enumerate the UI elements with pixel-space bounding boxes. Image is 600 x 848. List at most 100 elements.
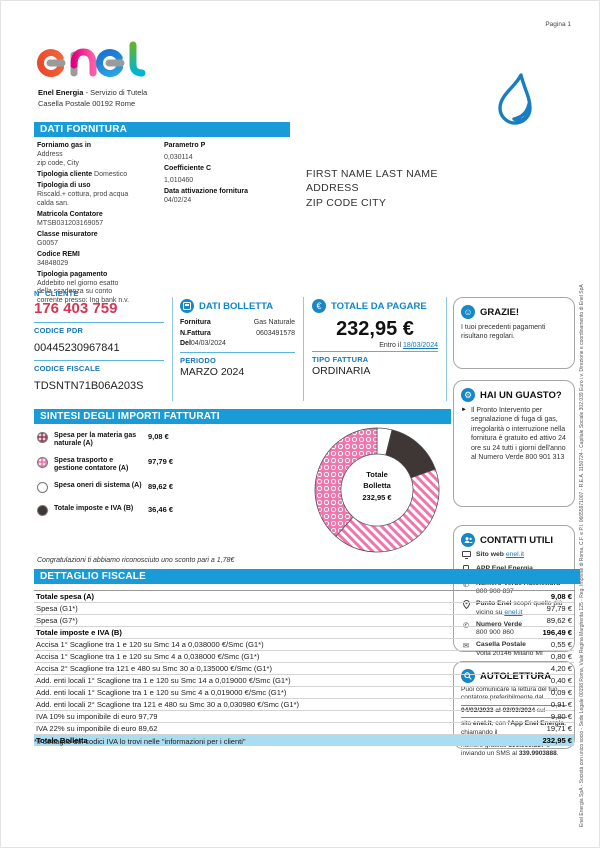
dati-bolletta-title: DATI BOLLETTA bbox=[199, 300, 274, 312]
fiscal-row-value: 0,55 € bbox=[550, 640, 572, 649]
fiscal-row-label: Totale Bolletta bbox=[36, 736, 88, 745]
contatti-title: CONTATTI UTILI bbox=[480, 534, 553, 546]
monitor-icon bbox=[461, 551, 471, 561]
autolettura-p2: sito enel.it, con l'App Enel Energia, ch… bbox=[461, 720, 566, 736]
fiscal-row-label: Accisa 2° Scaglione tra 121 e 480 su Smc… bbox=[36, 664, 273, 673]
envelope-icon: ✉ bbox=[462, 641, 470, 651]
legend-item-trasporto: Spesa trasporto e gestione contatore (A)… bbox=[37, 456, 207, 474]
fiscal-table-row: Totale spesa (A) 9,08 € bbox=[34, 591, 574, 603]
fiscal-code-label: CODICE FISCALE bbox=[34, 364, 101, 373]
fiscal-row-value: 9,80 € bbox=[550, 712, 572, 721]
divider bbox=[34, 360, 164, 361]
fiscal-code-value: TDSNTN71B06A203S bbox=[34, 380, 144, 392]
recipient-street: ADDRESS bbox=[306, 182, 359, 195]
donut-center-label: Totale Bolletta 232,95 € bbox=[362, 470, 392, 502]
total-amount: 232,95 € bbox=[336, 318, 414, 340]
fiscal-row-label: Totale imposte e IVA (B) bbox=[36, 628, 122, 637]
legend-swatch-pink-dotted bbox=[37, 456, 48, 468]
enel-it-link[interactable]: enel.it bbox=[505, 551, 524, 558]
fiscal-row-value: 0,09 € bbox=[550, 688, 572, 697]
phone-icon: ✆ bbox=[462, 579, 470, 589]
divider bbox=[172, 297, 173, 401]
fiscal-row-value: 89,62 € bbox=[546, 616, 572, 625]
fiscal-table-row: Totale Bolletta 232,95 € bbox=[34, 735, 574, 746]
fornitura-row: Fornitura Gas Naturale bbox=[180, 319, 295, 326]
operator-icon bbox=[461, 533, 475, 547]
contact-item-sito-web: Sito web enel.it bbox=[461, 551, 567, 561]
fiscal-table-row: Add. enti locali 1° Scaglione tra 1 e 12… bbox=[34, 687, 574, 699]
fiscal-table-row: Add. enti locali 1° Scaglione tra 1 e 12… bbox=[34, 675, 574, 687]
tipo-fattura-label: TIPO FATTURA bbox=[312, 355, 369, 364]
enel-logo bbox=[37, 41, 146, 77]
contact-item-numero-verde: ✆ Numero Verde 800 900 860 bbox=[462, 620, 523, 637]
due-date-link[interactable]: 18/03/2024 bbox=[402, 342, 438, 349]
fattura-row: N.Fattura 0603491578 bbox=[180, 329, 295, 337]
totale-da-pagare-title: TOTALE DA PAGARE bbox=[331, 300, 427, 312]
enel-it-link[interactable]: enel.it bbox=[504, 608, 523, 616]
fiscal-row-label: Add. enti locali 1° Scaglione tra 1 e 12… bbox=[36, 676, 291, 685]
tipo-fattura-value: ORDINARIA bbox=[312, 365, 371, 377]
periodo-value: MARZO 2024 bbox=[180, 365, 245, 378]
fiscal-row-label: Add. enti locali 1° Scaglione tra 1 e 12… bbox=[36, 688, 287, 697]
fiscal-row-value: 196,49 € bbox=[542, 628, 572, 637]
fiscal-row-label: Add. enti locali 2° Scaglione tra 121 e … bbox=[36, 700, 300, 709]
fiscal-table-row: Add. enti locali 2° Scaglione tra 121 e … bbox=[34, 699, 574, 711]
contatti-box: CONTATTI UTILI Sito web enel.it APP Enel… bbox=[453, 525, 575, 657]
fiscal-row-label: Accisa 1° Scaglione tra 1 e 120 su Smc 4… bbox=[36, 652, 260, 661]
fiscal-table-row: Accisa 1° Scaglione tra 1 e 120 su Smc 4… bbox=[34, 651, 574, 663]
fiscal-table-row: IVA 10% su imponibile di euro 97,79 9,80 … bbox=[34, 711, 574, 723]
autolettura-p1: Puoi comunicare la lettura del tuo conta… bbox=[461, 686, 558, 702]
section-sintesi-header: SINTESI DEGLI IMPORTI FATTURATI bbox=[34, 409, 451, 424]
legend-swatch-black bbox=[37, 504, 48, 516]
sintesi-legend: Spesa per la materia gas naturale (A) 9,… bbox=[37, 432, 207, 524]
company-po-box: Casella Postale 00192 Rome bbox=[38, 98, 136, 108]
field-codice-remi: Codice REMI 34848029 bbox=[37, 250, 80, 267]
fiscal-row-value: 0,91 € bbox=[550, 700, 572, 709]
field-tipologia-uso: Tipologia di uso Riscald.+ cottura, prod… bbox=[37, 182, 129, 207]
totale-da-pagare-panel: € TOTALE DA PAGARE 232,95 € Entro il 18/… bbox=[312, 299, 438, 377]
recipient-city: ZIP CODE CITY bbox=[306, 196, 387, 209]
fiscal-table-body: Totale spesa (A) 9,08 € Spesa (G1*) 97,79 €… bbox=[34, 590, 574, 746]
legend-swatch-maroon-dotted bbox=[37, 432, 48, 443]
donut-chart bbox=[314, 427, 440, 553]
smiley-icon: ☺ bbox=[461, 305, 475, 319]
contact-item-punto-enel: Punto Enel scopri quello più vicino su e… bbox=[461, 600, 567, 617]
fiscal-table-row: Accisa 1° Scaglione tra 1 e 120 su Smc 1… bbox=[34, 639, 574, 651]
section-dettaglio-fiscale-header: DETTAGLIO FISCALE bbox=[34, 569, 580, 584]
grazie-box: ☺ GRAZIE! I tuoi precedenti pagamenti ri… bbox=[453, 297, 575, 369]
donut-segment bbox=[314, 427, 378, 537]
divider bbox=[303, 297, 304, 401]
magnifier-icon bbox=[461, 669, 475, 683]
field-forniamo-gas-in: Forniamo gas in Address zip code, City bbox=[37, 142, 92, 167]
fiscal-table-row: IVA 22% su imponibile di euro 89,62 19,71… bbox=[34, 723, 574, 735]
dati-bolletta-panel: DATI BOLLETTA Fornitura Gas Naturale N.Fa… bbox=[180, 299, 295, 378]
legend-item-materia-gas: Spesa per la materia gas naturale (A) 9,… bbox=[37, 432, 207, 449]
grazie-title: GRAZIE! bbox=[480, 306, 520, 318]
fiscal-row-value: 0,40 € bbox=[550, 676, 572, 685]
bullet-icon: ► bbox=[461, 407, 467, 413]
fiscal-row-value: 9,08 € bbox=[550, 592, 572, 601]
contact-item-casella-postale: ✉ Casella Postale Volla 20146 Milano MI bbox=[462, 641, 543, 657]
fiscal-table-row: Totale imposte e IVA (B) 196,49 € bbox=[34, 627, 574, 639]
grazie-text: I tuoi precedenti pagamenti risultano re… bbox=[461, 324, 546, 341]
company-name: Enel Energia bbox=[38, 88, 84, 97]
periodo-label: PERIODO bbox=[180, 355, 216, 365]
fiscal-row-label: Spesa (G7*) bbox=[36, 616, 78, 625]
fiscal-row-label: Accisa 1° Scaglione tra 1 e 120 su Smc 1… bbox=[36, 640, 264, 649]
pdr-value: 00445230967841 bbox=[34, 342, 120, 354]
page-number: Pagina 1 bbox=[545, 21, 571, 28]
due-date-line: Entro il 18/03/2024 bbox=[312, 342, 438, 352]
section-dati-fornitura-header: DATI FORNITURA bbox=[34, 122, 290, 137]
iva-footnote: *Il dettaglio dei codici IVA lo trovi ne… bbox=[34, 737, 246, 746]
pin-icon bbox=[461, 600, 471, 617]
company-service: - Servizio di Tutela bbox=[83, 88, 148, 97]
field-classe-misuratore: Classe misuratore G0057 bbox=[37, 230, 98, 247]
company-address: Enel Energia - Servizio di Tutela Casell… bbox=[38, 88, 147, 110]
dati-fornitura-right-column: Parametro P 0,030114 Coefficiente C 1,01… bbox=[164, 142, 289, 208]
fiscal-row-value: 97,79 € bbox=[546, 604, 572, 613]
fiscal-row-label: IVA 22% su imponibile di euro 89,62 bbox=[36, 724, 158, 733]
gas-flame-icon bbox=[498, 73, 532, 125]
field-tipologia-pagamento: Tipologia pagamento Addebito nel giorno … bbox=[37, 270, 130, 304]
field-tipologia-cliente: Tipologia cliente Domestico bbox=[37, 170, 128, 178]
